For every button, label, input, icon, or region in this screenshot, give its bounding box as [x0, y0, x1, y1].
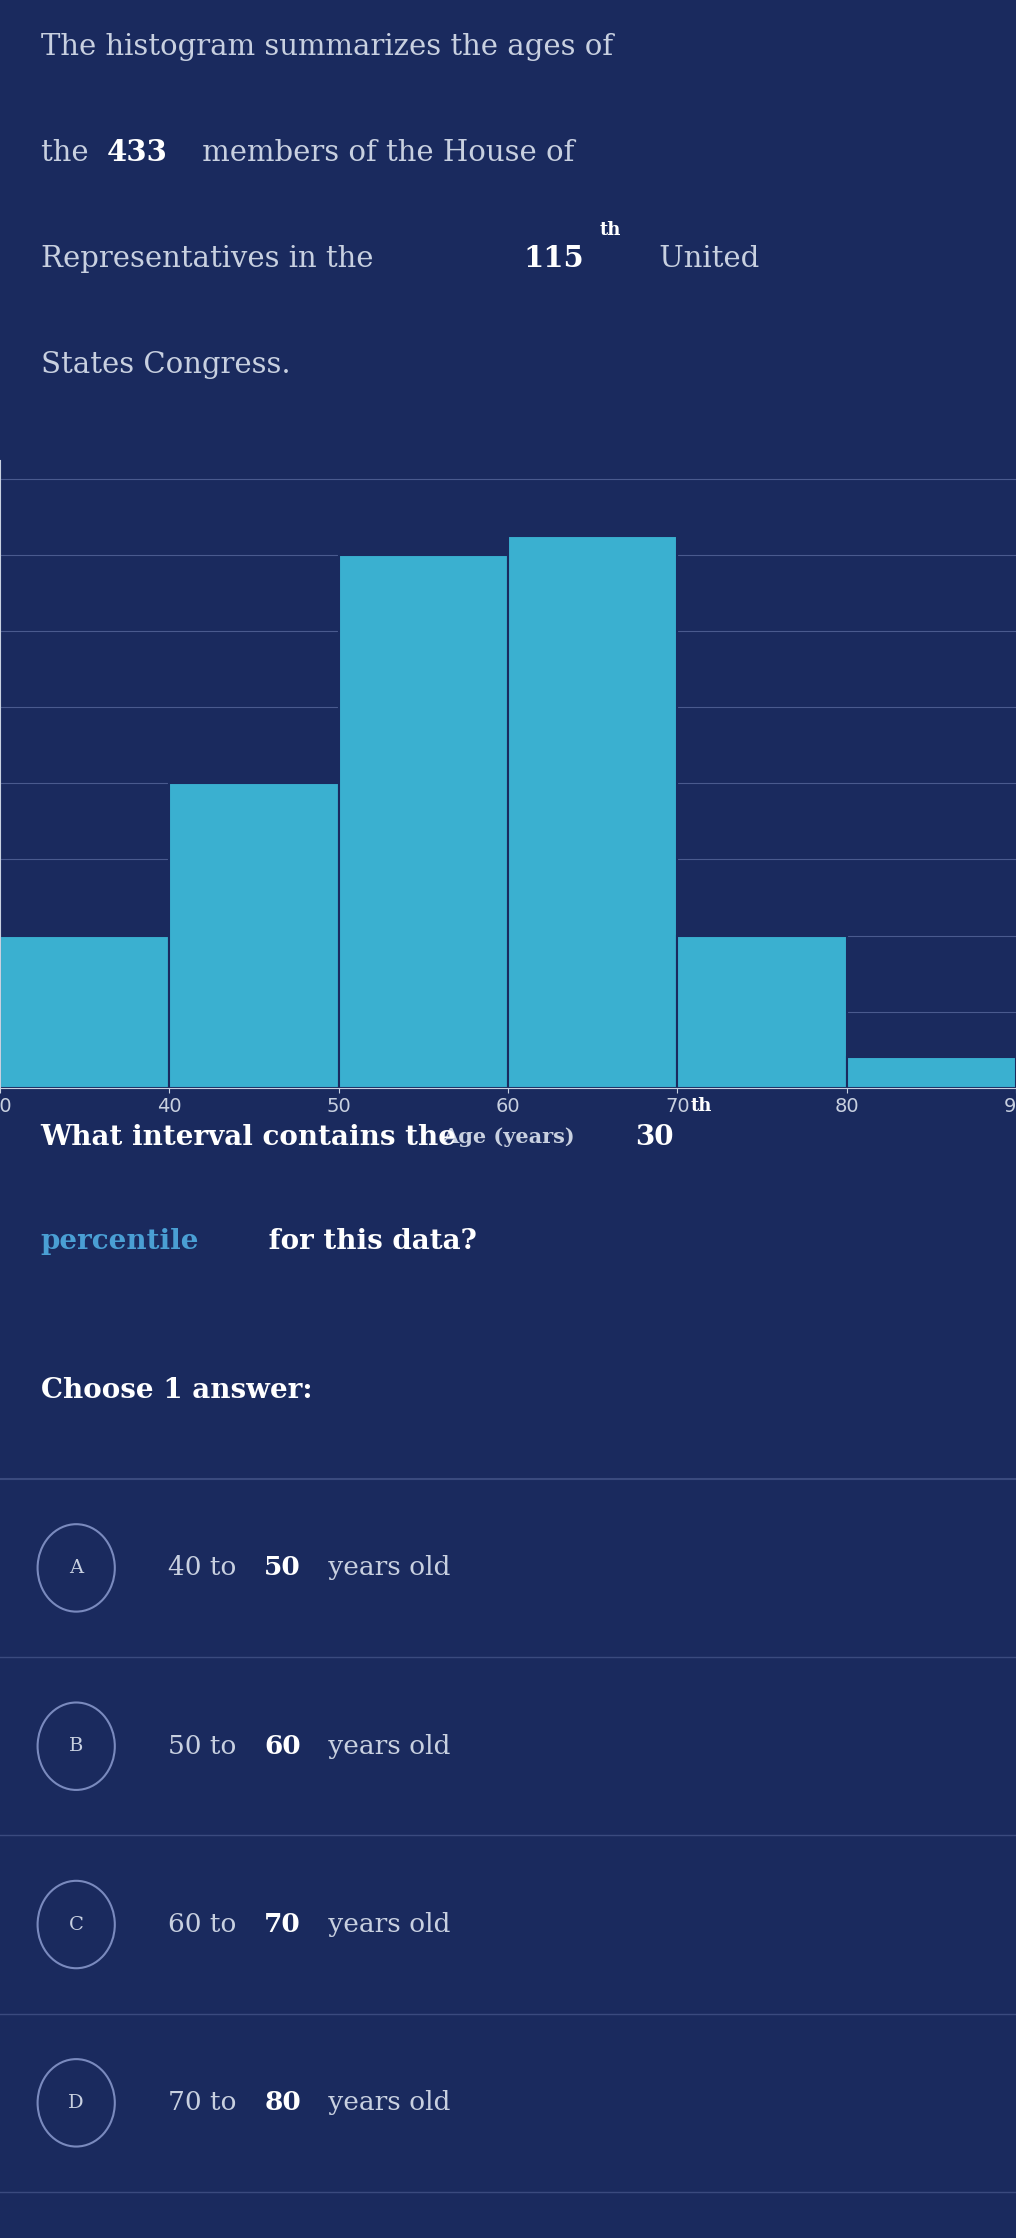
Text: The histogram summarizes the ages of: The histogram summarizes the ages of	[41, 34, 613, 60]
Text: 60 to: 60 to	[168, 1911, 245, 1938]
Text: 80: 80	[264, 2090, 301, 2115]
Text: Representatives in the: Representatives in the	[41, 244, 382, 273]
Text: A: A	[69, 1560, 83, 1578]
Text: United: United	[650, 244, 760, 273]
Text: th: th	[599, 222, 621, 239]
Text: 70: 70	[264, 1911, 301, 1938]
Text: 60: 60	[264, 1734, 301, 1759]
Text: D: D	[68, 2095, 84, 2113]
Bar	[508, 537, 678, 1088]
Text: years old: years old	[320, 1734, 450, 1759]
Text: 115: 115	[523, 244, 584, 273]
Text: States Congress.: States Congress.	[41, 351, 291, 378]
Text: 50 to: 50 to	[168, 1734, 245, 1759]
Text: 433: 433	[107, 139, 168, 168]
Text: 30: 30	[635, 1123, 674, 1150]
Text: C: C	[69, 1916, 83, 1934]
Bar	[170, 783, 338, 1088]
Text: years old: years old	[320, 2090, 450, 2115]
Bar	[678, 935, 846, 1088]
Text: for this data?: for this data?	[259, 1229, 477, 1256]
Text: 50: 50	[264, 1555, 301, 1580]
Text: members of the House of: members of the House of	[193, 139, 574, 168]
X-axis label: Age (years): Age (years)	[442, 1128, 574, 1148]
Bar	[338, 555, 508, 1088]
Text: What interval contains the: What interval contains the	[41, 1123, 466, 1150]
Text: th: th	[691, 1097, 712, 1115]
Bar	[846, 1056, 1016, 1088]
Text: 40 to: 40 to	[168, 1555, 245, 1580]
Bar	[0, 935, 170, 1088]
Text: Choose 1 answer:: Choose 1 answer:	[41, 1376, 312, 1403]
Text: years old: years old	[320, 1911, 450, 1938]
Text: 70 to: 70 to	[168, 2090, 245, 2115]
Text: percentile: percentile	[41, 1229, 199, 1256]
Text: years old: years old	[320, 1555, 450, 1580]
Text: the: the	[41, 139, 98, 168]
Text: B: B	[69, 1737, 83, 1755]
